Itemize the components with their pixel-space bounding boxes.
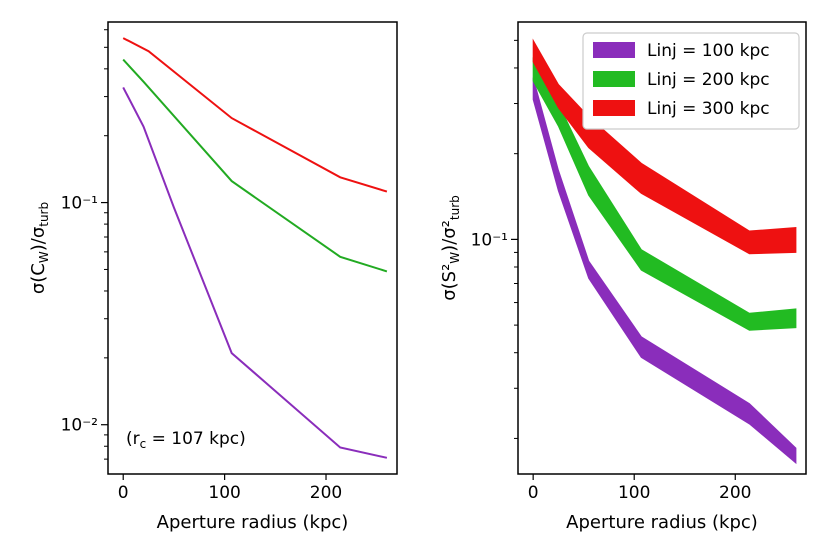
x-tick-label: 100 xyxy=(618,483,650,503)
right-y-axis-label: σ(S²W)/σ²turb xyxy=(439,195,462,301)
series-band-1 xyxy=(532,57,797,331)
legend-label-1: Linj = 200 kpc xyxy=(647,70,770,90)
series-line-2 xyxy=(122,86,388,459)
right-chart: 0 100 200 10⁻¹ Aperture radius (kpc) σ(S²W)… xyxy=(439,21,807,533)
x-tick-label: 200 xyxy=(719,483,751,503)
left-plot-frame xyxy=(107,21,398,475)
series-band-0 xyxy=(532,77,797,465)
left-chart-ticks: 0 100 200 10⁻² 10⁻¹ xyxy=(61,29,342,503)
left-chart: 0 100 200 10⁻² 10⁻¹ Aperture radius (kpc) σ(… xyxy=(28,21,398,533)
core-radius-annotation: (rc = 107 kpc) xyxy=(126,429,246,451)
legend-swatch-2 xyxy=(593,100,635,116)
legend-box xyxy=(582,32,800,130)
right-plot-frame xyxy=(517,21,807,475)
y-tick-label: 10⁻¹ xyxy=(471,230,508,250)
y-tick-label: 10⁻² xyxy=(61,416,98,436)
x-tick-label: 0 xyxy=(118,483,129,503)
legend: Linj = 100 kpc Linj = 200 kpc Linj = 300 k… xyxy=(582,32,800,130)
legend-label-2: Linj = 300 kpc xyxy=(647,99,770,119)
series-line-1 xyxy=(122,58,388,273)
right-chart-ticks: 0 100 200 10⁻¹ xyxy=(471,39,751,503)
legend-swatch-1 xyxy=(593,71,635,87)
legend-label-0: Linj = 100 kpc xyxy=(647,41,770,61)
legend-swatch-0 xyxy=(593,42,635,58)
y-tick-label: 10⁻¹ xyxy=(61,194,98,214)
x-tick-label: 100 xyxy=(208,483,240,503)
series-line-0 xyxy=(122,37,388,193)
right-x-axis-label: Aperture radius (kpc) xyxy=(566,512,758,533)
left-y-axis-label: σ(CW)/σturb xyxy=(28,202,51,294)
left-x-axis-label: Aperture radius (kpc) xyxy=(157,512,349,533)
x-tick-label: 200 xyxy=(310,483,342,503)
left-chart-series xyxy=(122,37,388,459)
x-tick-label: 0 xyxy=(528,483,539,503)
